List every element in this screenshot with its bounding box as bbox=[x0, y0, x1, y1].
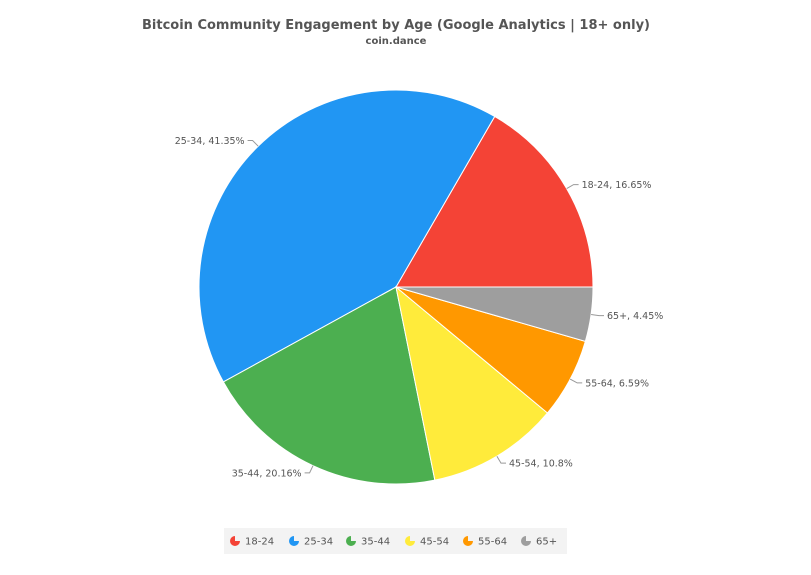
chart-title: Bitcoin Community Engagement by Age (Goo… bbox=[142, 18, 650, 33]
chart-subtitle: coin.dance bbox=[366, 36, 427, 47]
slice-label-18-24: 18-24, 16.65% bbox=[582, 180, 652, 191]
slice-labels: 18-24, 16.65% 25-34, 41.35% 35-44, 20.16% 4… bbox=[175, 136, 664, 479]
legend: 18-24 25-34 35-44 45-54 55-64 65+ bbox=[224, 528, 567, 554]
legend-label-25-34: 25-34 bbox=[304, 537, 333, 548]
legend-label-35-44: 35-44 bbox=[361, 537, 390, 548]
pie-slice-25-34[interactable] bbox=[198, 89, 496, 383]
legend-item-45-54[interactable]: 45-54 bbox=[405, 536, 449, 548]
legend-marker-55-64 bbox=[463, 536, 473, 546]
legend-item-18-24[interactable]: 18-24 bbox=[230, 536, 274, 548]
legend-item-25-34[interactable]: 25-34 bbox=[289, 536, 333, 548]
pie-slice-45-54[interactable] bbox=[395, 285, 549, 481]
slice-label-55-64: 55-64, 6.59% bbox=[585, 378, 649, 389]
legend-marker-35-44 bbox=[346, 536, 356, 546]
leader-line-55-64 bbox=[569, 378, 583, 384]
pie-slice-65-plus[interactable] bbox=[395, 286, 594, 342]
legend-item-35-44[interactable]: 35-44 bbox=[346, 536, 390, 548]
leader-line-65-plus bbox=[591, 314, 604, 317]
legend-item-65-plus[interactable]: 65+ bbox=[521, 536, 557, 548]
legend-label-65-plus: 65+ bbox=[536, 537, 557, 548]
slice-label-65-plus: 65+, 4.45% bbox=[607, 311, 663, 322]
leader-line-18-24 bbox=[566, 184, 579, 190]
slice-label-45-54: 45-54, 10.8% bbox=[509, 459, 573, 470]
leader-line-25-34 bbox=[247, 140, 259, 147]
legend-label-45-54: 45-54 bbox=[420, 537, 449, 548]
legend-label-55-64: 55-64 bbox=[478, 537, 507, 548]
legend-label-18-24: 18-24 bbox=[245, 537, 274, 548]
pie-slice-18-24[interactable] bbox=[395, 115, 594, 288]
legend-item-55-64[interactable]: 55-64 bbox=[463, 536, 507, 548]
legend-background bbox=[224, 528, 567, 554]
pie-slice-35-44[interactable] bbox=[222, 286, 436, 485]
legend-marker-45-54 bbox=[405, 536, 415, 546]
slice-label-35-44: 35-44, 20.16% bbox=[232, 468, 302, 479]
legend-marker-25-34 bbox=[289, 536, 299, 546]
legend-marker-18-24 bbox=[230, 536, 240, 546]
pie-slices bbox=[198, 89, 594, 485]
leader-line-35-44 bbox=[304, 465, 314, 474]
slice-label-25-34: 25-34, 41.35% bbox=[175, 136, 245, 147]
legend-marker-65-plus bbox=[521, 536, 531, 546]
leader-line-45-54 bbox=[496, 455, 506, 464]
